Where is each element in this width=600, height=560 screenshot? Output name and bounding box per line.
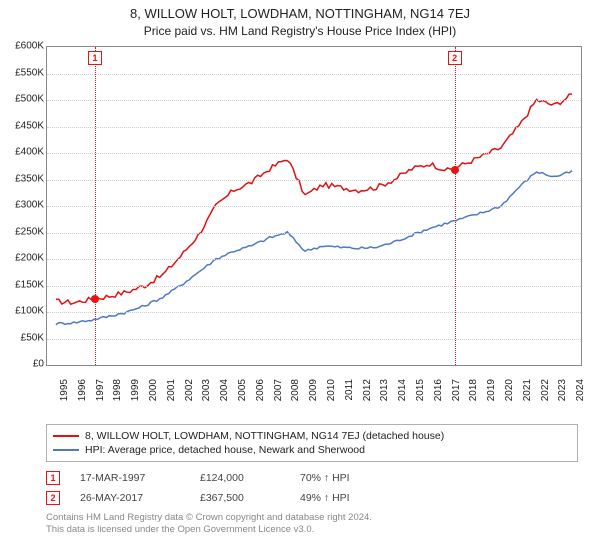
- x-axis-label: 1997: [95, 379, 106, 401]
- transaction-row: 2 26-MAY-2017 £367,500 49% ↑ HPI: [46, 488, 578, 508]
- y-axis-label: £300K: [0, 200, 44, 211]
- legend-label: 8, WILLOW HOLT, LOWDHAM, NOTTINGHAM, NG1…: [85, 430, 444, 442]
- gridline: [47, 180, 581, 181]
- transaction-price: £124,000: [200, 472, 280, 484]
- x-axis-label: 2016: [433, 379, 444, 401]
- x-axis-label: 2012: [362, 379, 373, 401]
- y-axis-label: £150K: [0, 279, 44, 290]
- chart-subtitle: Price paid vs. HM Land Registry's House …: [0, 21, 600, 38]
- x-axis-label: 2011: [344, 379, 355, 401]
- y-axis-label: £0: [0, 359, 44, 370]
- x-axis-label: 2010: [326, 379, 337, 401]
- chart-container: 8, WILLOW HOLT, LOWDHAM, NOTTINGHAM, NG1…: [0, 0, 600, 560]
- y-axis-label: £400K: [0, 147, 44, 158]
- series-line-hpi: [56, 171, 572, 325]
- transaction-date: 17-MAR-1997: [80, 472, 180, 484]
- marker-dot: [451, 166, 459, 174]
- y-axis-label: £350K: [0, 173, 44, 184]
- transaction-date: 26-MAY-2017: [80, 492, 180, 504]
- x-axis-label: 2024: [575, 379, 586, 401]
- legend-box: 8, WILLOW HOLT, LOWDHAM, NOTTINGHAM, NG1…: [46, 424, 578, 462]
- y-axis-label: £550K: [0, 67, 44, 78]
- gridline: [47, 286, 581, 287]
- marker-line: [455, 47, 456, 365]
- x-axis-label: 2000: [148, 379, 159, 401]
- transaction-pct: 49% ↑ HPI: [300, 492, 400, 504]
- marker-dot: [91, 295, 99, 303]
- x-axis-label: 2002: [184, 379, 195, 401]
- transaction-list: 1 17-MAR-1997 £124,000 70% ↑ HPI 2 26-MA…: [46, 468, 578, 508]
- gridline: [47, 206, 581, 207]
- x-axis-label: 2019: [486, 379, 497, 401]
- x-axis-label: 2015: [415, 379, 426, 401]
- y-axis-label: £100K: [0, 306, 44, 317]
- gridline: [47, 153, 581, 154]
- x-axis-label: 2023: [557, 379, 568, 401]
- gridline: [47, 259, 581, 260]
- x-axis-label: 1996: [77, 379, 88, 401]
- plot-area: 12: [46, 46, 582, 366]
- x-axis-label: 1998: [112, 379, 123, 401]
- transaction-row: 1 17-MAR-1997 £124,000 70% ↑ HPI: [46, 468, 578, 488]
- legend-item: 8, WILLOW HOLT, LOWDHAM, NOTTINGHAM, NG1…: [53, 429, 571, 443]
- transaction-price: £367,500: [200, 492, 280, 504]
- legend-item: HPI: Average price, detached house, Newa…: [53, 443, 571, 457]
- y-axis-label: £500K: [0, 94, 44, 105]
- x-axis-label: 2007: [273, 379, 284, 401]
- y-axis-label: £50K: [0, 332, 44, 343]
- legend-swatch: [53, 449, 79, 451]
- y-axis-label: £600K: [0, 41, 44, 52]
- y-axis-label: £200K: [0, 253, 44, 264]
- transaction-marker: 1: [46, 471, 60, 485]
- x-axis-label: 2021: [522, 379, 533, 401]
- x-axis-label: 2014: [397, 379, 408, 401]
- gridline: [47, 339, 581, 340]
- x-axis-label: 2009: [308, 379, 319, 401]
- footer-line: Contains HM Land Registry data © Crown c…: [46, 512, 578, 524]
- x-axis-label: 2020: [504, 379, 515, 401]
- x-axis-label: 2022: [540, 379, 551, 401]
- gridline: [47, 100, 581, 101]
- marker-box: 2: [448, 51, 462, 65]
- footer-line: This data is licensed under the Open Gov…: [46, 524, 578, 536]
- chart-title: 8, WILLOW HOLT, LOWDHAM, NOTTINGHAM, NG1…: [0, 6, 600, 21]
- x-axis-label: 2004: [219, 379, 230, 401]
- gridline: [47, 312, 581, 313]
- footer-attribution: Contains HM Land Registry data © Crown c…: [46, 512, 578, 537]
- x-axis-label: 2006: [255, 379, 266, 401]
- x-axis-label: 2001: [166, 379, 177, 401]
- y-axis-label: £450K: [0, 120, 44, 131]
- x-axis-label: 2013: [379, 379, 390, 401]
- gridline: [47, 127, 581, 128]
- title-block: 8, WILLOW HOLT, LOWDHAM, NOTTINGHAM, NG1…: [0, 0, 600, 40]
- marker-line: [95, 47, 96, 365]
- y-axis-label: £250K: [0, 226, 44, 237]
- x-axis-label: 2017: [451, 379, 462, 401]
- x-axis-label: 2008: [290, 379, 301, 401]
- marker-box: 1: [88, 51, 102, 65]
- x-axis-label: 2005: [237, 379, 248, 401]
- x-axis-label: 1999: [130, 379, 141, 401]
- x-axis-label: 2018: [468, 379, 479, 401]
- gridline: [47, 74, 581, 75]
- x-axis-label: 2003: [201, 379, 212, 401]
- gridline: [47, 233, 581, 234]
- x-axis-label: 1995: [59, 379, 70, 401]
- chart-area: 12 £0£50K£100K£150K£200K£250K£300K£350K£…: [0, 40, 600, 420]
- transaction-pct: 70% ↑ HPI: [300, 472, 400, 484]
- legend-swatch: [53, 435, 79, 437]
- transaction-marker: 2: [46, 491, 60, 505]
- legend-label: HPI: Average price, detached house, Newa…: [85, 444, 365, 456]
